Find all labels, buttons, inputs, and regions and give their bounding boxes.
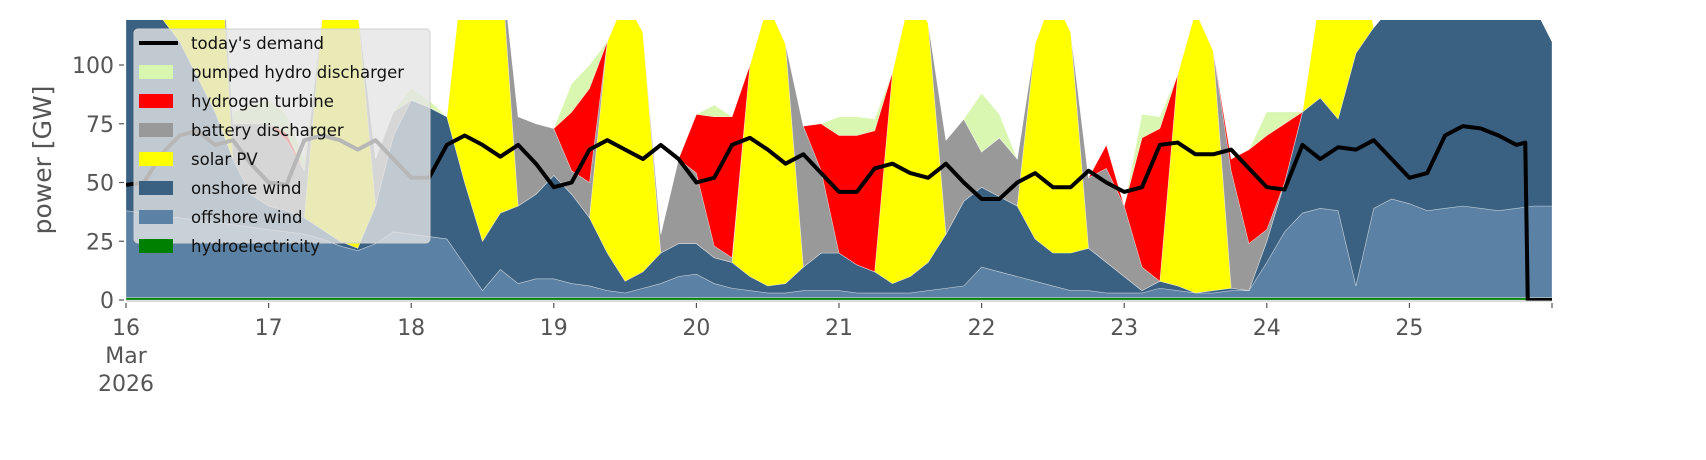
- x-tick-label: 18: [397, 316, 425, 341]
- legend-swatch: [139, 152, 173, 166]
- legend-item-hydroelectricity: hydroelectricity: [139, 237, 320, 256]
- y-tick-label: 25: [86, 230, 114, 255]
- x-tick-label: 20: [682, 316, 710, 341]
- legend-label: hydroelectricity: [191, 237, 320, 256]
- legend-label: offshore wind: [191, 208, 302, 227]
- x-tick-label: 24: [1253, 316, 1281, 341]
- x-tick-label: 17: [255, 316, 283, 341]
- legend-item-solar-pv: solar PV: [139, 150, 258, 169]
- legend-swatch: [139, 123, 173, 137]
- legend-label: onshore wind: [191, 179, 302, 198]
- legend-item-pumped-hydro-discharger: pumped hydro discharger: [139, 63, 404, 82]
- legend-label: pumped hydro discharger: [191, 63, 404, 82]
- legend-label: solar PV: [191, 150, 258, 169]
- legend-label: battery discharger: [191, 121, 344, 140]
- legend-item-hydrogen-turbine: hydrogen turbine: [139, 92, 334, 111]
- legend-swatch: [139, 210, 173, 224]
- legend-item-onshore-wind: onshore wind: [139, 179, 302, 198]
- x-tick-label: 21: [825, 316, 853, 341]
- axes: 0 25 50 75 100 16 Mar 2026 17 18 19 20 21 22 23 24 25: [72, 54, 1553, 397]
- x-tick-label: 16: [112, 316, 140, 341]
- legend-label: today's demand: [191, 34, 324, 53]
- y-tick-label: 100: [72, 54, 114, 79]
- x-tick-label: 22: [968, 316, 996, 341]
- legend-item-today-s-demand: today's demand: [139, 34, 324, 53]
- x-tick-label: Mar: [105, 344, 147, 369]
- x-tick-label: 23: [1110, 316, 1138, 341]
- legend-item-battery-discharger: battery discharger: [139, 121, 344, 140]
- legend-swatch: [139, 94, 173, 108]
- x-tick-label: 19: [540, 316, 568, 341]
- legend-swatch: [139, 181, 173, 195]
- x-tick-label: 2026: [98, 372, 154, 397]
- legend-box: [133, 28, 431, 244]
- y-axis-label: power [GW]: [28, 86, 57, 235]
- legend-item-offshore-wind: offshore wind: [139, 208, 302, 227]
- area-hydroelectricity: [126, 297, 1552, 301]
- x-tick-label: 25: [1395, 316, 1423, 341]
- legend: today's demand pumped hydro discharger hyd…: [133, 28, 431, 256]
- legend-label: hydrogen turbine: [191, 92, 334, 111]
- y-tick-label: 50: [86, 172, 114, 197]
- area-pumped-hydro-discharger: [225, 20, 1552, 235]
- legend-swatch: [139, 65, 173, 79]
- y-tick-label: 75: [86, 113, 114, 138]
- legend-swatch: [139, 239, 173, 253]
- y-tick-label: 0: [100, 289, 114, 314]
